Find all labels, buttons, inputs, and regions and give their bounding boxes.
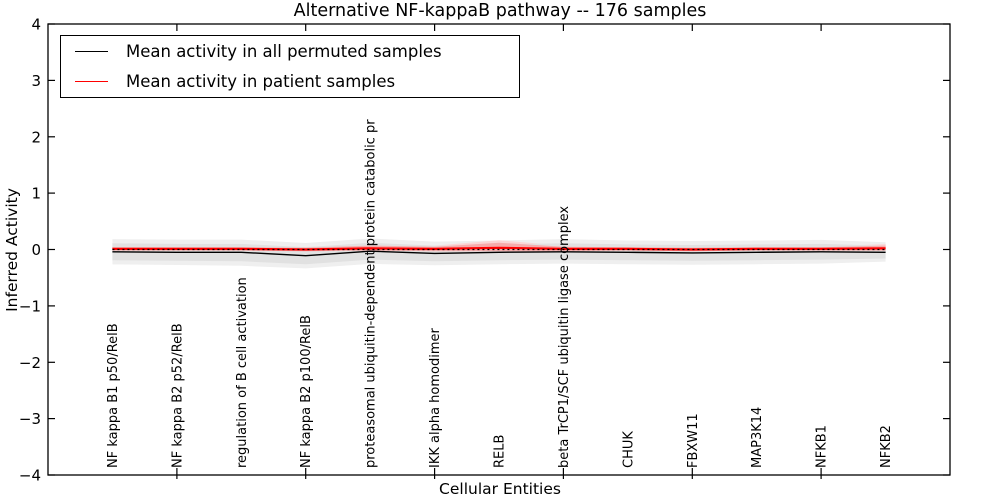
x-category-label: NFKB1 [815,425,830,468]
x-category-label: IKK alpha homodimer [428,327,443,468]
legend-line-black-icon [75,50,108,52]
y-tick-label: 2 [31,128,41,146]
x-category-label: NF kappa B2 p100/RelB [299,315,314,468]
x-category-label: NF kappa B1 p50/RelB [106,323,121,468]
y-tick-label: −4 [19,467,41,485]
x-category-label: NF kappa B2 p52/RelB [170,323,185,468]
x-category-label: regulation of B cell activation [235,277,250,468]
y-tick-label: −1 [19,297,41,315]
x-category-label: beta TrCP1/SCF ubiquitin ligase complex [557,206,572,468]
x-category-label: MAP3K14 [750,407,765,468]
legend-item-permuted: Mean activity in all permuted samples [61,36,519,66]
x-category-label: RELB [493,435,508,468]
chart-title: Alternative NF-kappaB pathway -- 176 sam… [293,1,707,21]
legend: Mean activity in all permuted samples Me… [60,35,520,98]
legend-item-patient: Mean activity in patient samples [61,67,519,97]
legend-label-patient: Mean activity in patient samples [126,72,396,92]
y-tick-label: −3 [19,410,41,428]
x-category-label: FBXW11 [686,413,701,468]
series-line [112,250,886,257]
series-line [112,246,886,251]
y-tick-label: −2 [19,354,41,372]
x-category-label: NFKB2 [879,425,894,468]
y-tick-label: 1 [31,185,41,203]
y-axis-label: Inferred Activity [3,188,21,312]
x-category-label: CHUK [621,431,636,468]
legend-label-permuted: Mean activity in all permuted samples [126,41,442,61]
x-axis-label: Cellular Entities [439,480,561,498]
legend-line-red-icon [75,81,108,83]
y-tick-label: 0 [31,241,41,259]
y-tick-label: 4 [31,16,41,34]
y-tick-label: 3 [31,72,41,90]
x-category-label: proteasomal ubiquitin-dependent protein … [364,119,379,468]
